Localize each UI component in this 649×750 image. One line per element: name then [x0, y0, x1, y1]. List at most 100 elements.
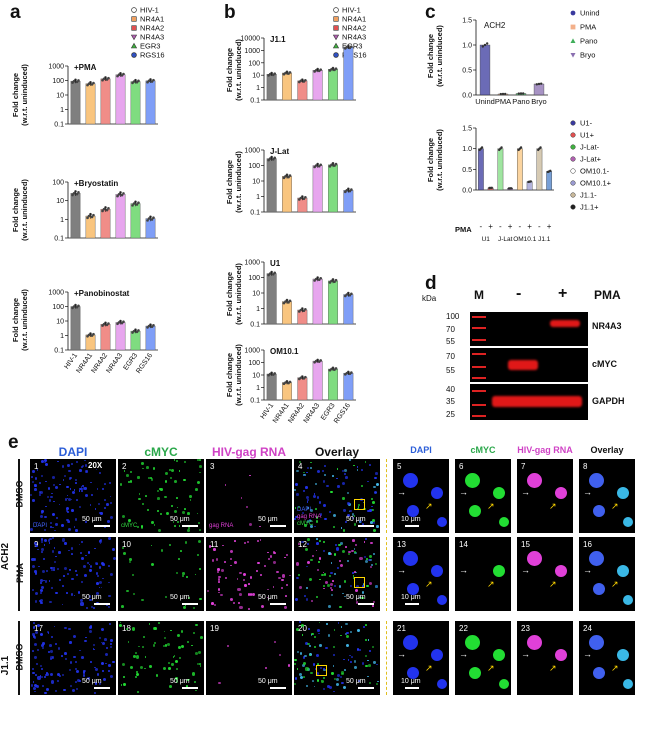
chart-tick-label: 1 — [60, 217, 64, 224]
chart-point — [273, 72, 277, 75]
cell-dot — [81, 466, 83, 468]
cell-dot — [55, 523, 58, 526]
cell-dot — [220, 593, 223, 597]
cell-dot — [73, 594, 76, 597]
cell-dot — [198, 651, 201, 654]
cell-dot — [122, 546, 125, 549]
cell-dot — [315, 508, 318, 510]
legend-marker — [570, 53, 576, 58]
chart-y-label: Fold change — [225, 48, 234, 92]
legend-label: RGS16 — [342, 51, 367, 60]
cell-dot — [353, 464, 355, 467]
cell-dot — [106, 502, 110, 506]
row-bracket-line — [18, 459, 20, 611]
cell-dot — [331, 672, 334, 675]
cell-dot — [84, 486, 87, 490]
chart-point — [107, 322, 110, 325]
cell-dot — [347, 560, 349, 562]
cell-dot — [355, 571, 357, 574]
micrograph-number: 11 — [210, 540, 219, 549]
cell-dot — [321, 679, 325, 683]
cell-dot — [346, 631, 349, 635]
zoom-connector — [386, 459, 388, 533]
chart-point — [288, 174, 292, 177]
scale-bar — [182, 603, 198, 605]
figure-charts: HIV-1NR4A1NR4A2NR4A3EGR3RGS16HIV-1NR4A1N… — [11, 6, 612, 425]
cell-dot — [349, 585, 352, 588]
cell-dot — [327, 584, 330, 587]
cell-dot — [40, 541, 43, 544]
cell-dot — [183, 460, 186, 463]
legend-label: J1.1- — [580, 191, 597, 200]
chart-title: J-Lat — [270, 147, 289, 156]
cell-dot — [156, 490, 160, 493]
cell-dot — [64, 498, 68, 501]
cell-dot — [33, 635, 36, 638]
cell-dot — [372, 605, 375, 608]
chart-tick-label: 0.1 — [250, 398, 260, 405]
cell-dot — [302, 663, 306, 667]
cell-dot — [56, 567, 60, 571]
cell-dot — [297, 506, 300, 509]
cell-dot — [284, 606, 287, 609]
cell-dot — [36, 684, 39, 687]
cell-dot — [371, 500, 375, 504]
cell-dot — [32, 588, 35, 591]
yellow-arrow: ↗ — [487, 579, 495, 589]
cell-dot — [237, 587, 241, 592]
chart-point — [273, 271, 277, 275]
scale-bar-label: 10 μm — [401, 594, 421, 601]
blot-band-label-cmyc: cMYC — [592, 359, 618, 369]
cell-dot — [119, 621, 122, 624]
cell-dot — [170, 505, 173, 508]
cell-dot — [352, 574, 355, 577]
cell-dot — [297, 573, 301, 577]
chart-bar — [526, 181, 533, 191]
cell-dot — [84, 464, 87, 467]
chart-bar — [343, 190, 354, 213]
cell-dot — [316, 595, 319, 598]
legend-marker — [570, 38, 576, 43]
cell-dot — [316, 663, 320, 666]
chart-tick-label: 1 — [60, 107, 64, 114]
chart-title: +Panobinostat — [74, 289, 130, 298]
chart-bar — [479, 44, 491, 96]
cell-dot — [279, 653, 281, 656]
chart-point — [92, 332, 95, 336]
zoom-connector — [386, 621, 388, 695]
legend-label: Bryo — [580, 51, 595, 60]
cell-dot — [158, 488, 161, 491]
cell-dot — [301, 634, 304, 636]
cell-dot — [322, 668, 326, 671]
cell-dot — [193, 607, 196, 610]
cell-dot — [341, 481, 345, 485]
cell-dot — [315, 516, 319, 520]
cell-dot — [83, 671, 86, 674]
chart-x-label: Bryo — [531, 97, 546, 106]
cell-dot — [71, 462, 73, 465]
chart-point — [549, 169, 552, 173]
cell-dot — [248, 523, 252, 527]
cell-dot — [371, 519, 375, 523]
cell-dot — [175, 677, 179, 681]
cell-dot — [48, 541, 51, 544]
cell-dot — [95, 581, 99, 585]
cell-dot — [75, 668, 78, 671]
cell-dot — [309, 509, 313, 513]
cell-dot — [50, 567, 53, 570]
chart-tick-label: 1.5 — [462, 126, 472, 133]
cell-dot — [347, 514, 351, 518]
micrograph-number: 1 — [34, 462, 39, 471]
cell-dot — [323, 573, 327, 576]
cell-dot — [349, 630, 352, 634]
chart-tick-label: 100 — [248, 275, 260, 282]
cell-dot — [352, 539, 355, 542]
chart-tick-label: 10 — [56, 319, 64, 326]
cell-dot — [68, 627, 71, 630]
cell-dot — [364, 461, 366, 463]
chart-point — [152, 78, 155, 82]
cell-dot — [328, 552, 331, 555]
cell-dot — [259, 574, 262, 577]
cell-dot — [356, 628, 360, 632]
cell-dot — [112, 557, 116, 561]
